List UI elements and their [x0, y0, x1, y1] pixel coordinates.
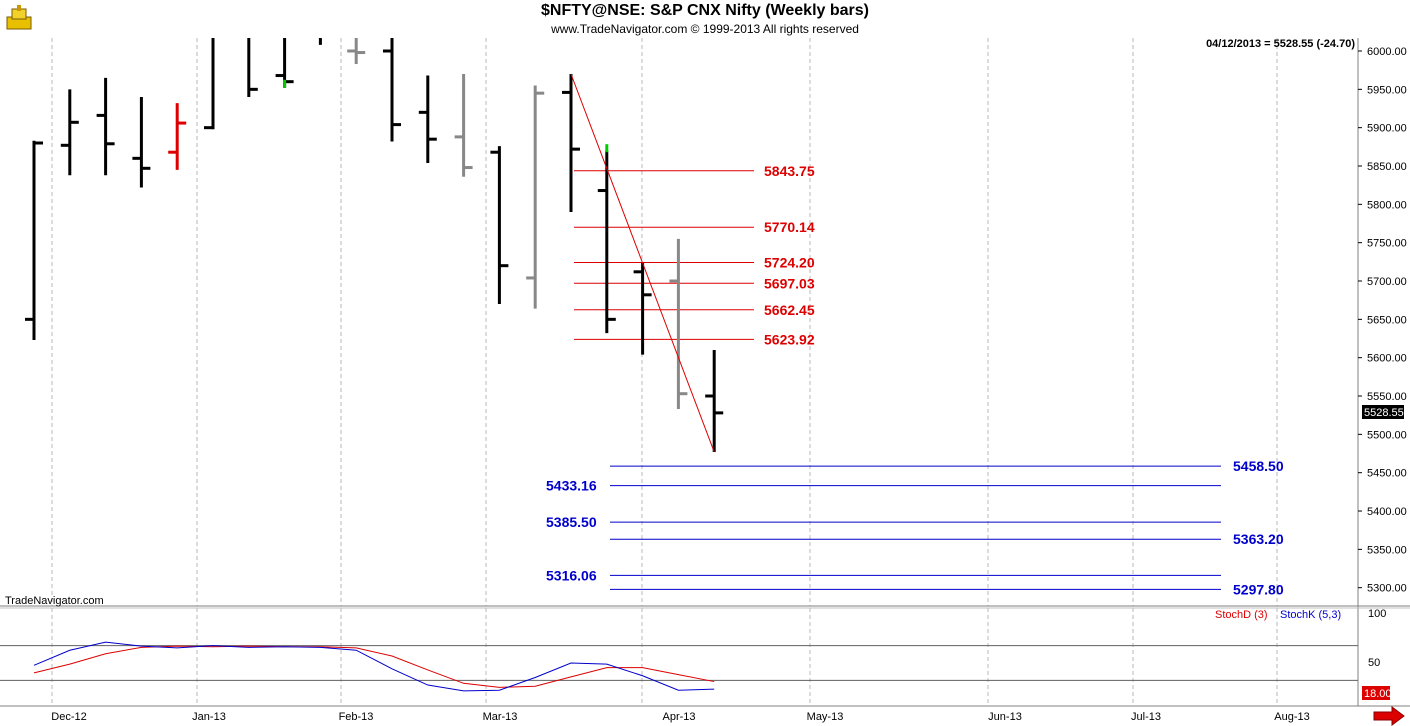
ohlc-bar — [526, 85, 545, 309]
ohlc-bar — [562, 74, 580, 213]
ohlc-bar — [168, 103, 187, 170]
price-tick-label: 5900.00 — [1367, 123, 1407, 135]
price-tick-label: 5650.00 — [1367, 314, 1407, 326]
chart-header: $NFTY@NSE: S&P CNX Nifty (Weekly bars) w… — [0, 0, 1410, 38]
price-tick-label: 5400.00 — [1367, 506, 1407, 518]
chart-title: $NFTY@NSE: S&P CNX Nifty (Weekly bars) — [541, 2, 869, 19]
osc-tick-50: 50 — [1368, 657, 1380, 669]
ohlc-bar — [633, 262, 652, 355]
red-level-label: 5770.14 — [764, 219, 815, 235]
price-tick-label: 5950.00 — [1367, 84, 1407, 96]
price-tick-label: 5500.00 — [1367, 429, 1407, 441]
scroll-right-arrow-icon[interactable] — [1373, 706, 1405, 726]
ohlc-bars — [25, 38, 724, 452]
price-tick-label: 5550.00 — [1367, 391, 1407, 403]
red-level-label: 5724.20 — [764, 254, 815, 270]
trendline-segment — [570, 73, 715, 453]
trendline — [570, 73, 715, 453]
ohlc-bar — [383, 38, 401, 142]
date-tick-label: Jun-13 — [988, 711, 1022, 723]
date-tick-label: Mar-13 — [483, 711, 518, 723]
price-tick-label: 5600.00 — [1367, 353, 1407, 365]
ohlc-bar — [705, 350, 724, 452]
price-tick-label: 5350.00 — [1367, 544, 1407, 556]
stochastic-pane — [33, 641, 715, 692]
last-bar-info: 04/12/2013 = 5528.55 (-24.70) — [1206, 38, 1355, 50]
red-level-label: 5623.92 — [764, 331, 815, 347]
date-tick-label: May-13 — [807, 711, 844, 723]
osc-tick-100: 100 — [1368, 608, 1386, 620]
price-tick-label: 5750.00 — [1367, 238, 1407, 250]
fib-level-lines: 5843.75 5770.14 5724.20 5697.03 5662.45 5623.… — [546, 163, 1284, 598]
date-tick-label: Feb-13 — [339, 711, 374, 723]
stoch-k-legend: StochK (5,3) — [1280, 609, 1341, 621]
ohlc-bar — [418, 75, 437, 163]
ohlc-bar — [247, 38, 258, 98]
ohlc-bar — [132, 97, 151, 188]
price-tick-label: 5450.00 — [1367, 468, 1407, 480]
price-axis: 6000.00 5950.00 5900.00 5850.00 5800.00 5750.… — [1358, 46, 1407, 595]
price-tick-label: 5850.00 — [1367, 161, 1407, 173]
price-tick-label: 5300.00 — [1367, 583, 1407, 595]
ohlc-bar — [347, 38, 366, 65]
ohlc-bar — [454, 74, 473, 177]
current-price-label: 5528.55 — [1364, 407, 1404, 419]
stoch-d-line — [33, 645, 715, 688]
osc-value-box — [1362, 686, 1390, 700]
blue-level-label: 5433.16 — [546, 478, 597, 494]
red-level-label: 5697.03 — [764, 275, 815, 291]
trade-navigator-logo-icon — [4, 3, 34, 38]
date-tick-label: Dec-12 — [51, 711, 86, 723]
ohlc-bar — [204, 38, 215, 130]
red-level-label: 5843.75 — [764, 163, 815, 179]
stoch-d-legend: StochD (3) — [1215, 609, 1268, 621]
chart-subtitle: www.TradeNavigator.com © 1999-2013 All r… — [551, 22, 859, 36]
date-axis: Dec-12 Jan-13 Feb-13 Mar-13 Apr-13 May-13 Jun-… — [51, 711, 1309, 723]
blue-level-label: 5385.50 — [546, 514, 597, 530]
osc-value-label: 18.00 — [1364, 688, 1392, 700]
stoch-k-line — [33, 641, 715, 692]
date-tick-label: Aug-13 — [1274, 711, 1309, 723]
price-tick-label: 5800.00 — [1367, 199, 1407, 211]
price-tick-label: 5700.00 — [1367, 276, 1407, 288]
blue-level-label: 5316.06 — [546, 567, 597, 583]
blue-level-label: 5458.50 — [1233, 458, 1284, 474]
date-tick-label: Jan-13 — [192, 711, 226, 723]
ohlc-bar — [490, 146, 509, 305]
grid — [51, 38, 1278, 706]
date-tick-label: Jul-13 — [1131, 711, 1161, 723]
watermark: TradeNavigator.com — [5, 595, 104, 607]
date-tick-label: Apr-13 — [662, 711, 695, 723]
pane-borders — [0, 38, 1410, 707]
ohlc-bar — [96, 77, 115, 176]
blue-level-label: 5363.20 — [1233, 531, 1284, 547]
ohlc-bar — [669, 238, 688, 410]
ohlc-bar — [25, 140, 43, 341]
current-price-box — [1362, 405, 1404, 419]
ohlc-bar — [597, 150, 616, 334]
blue-level-label: 5297.80 — [1233, 581, 1284, 597]
ohlc-bar — [60, 89, 79, 176]
price-tick-label: 6000.00 — [1367, 46, 1407, 58]
red-level-label: 5662.45 — [764, 302, 815, 318]
